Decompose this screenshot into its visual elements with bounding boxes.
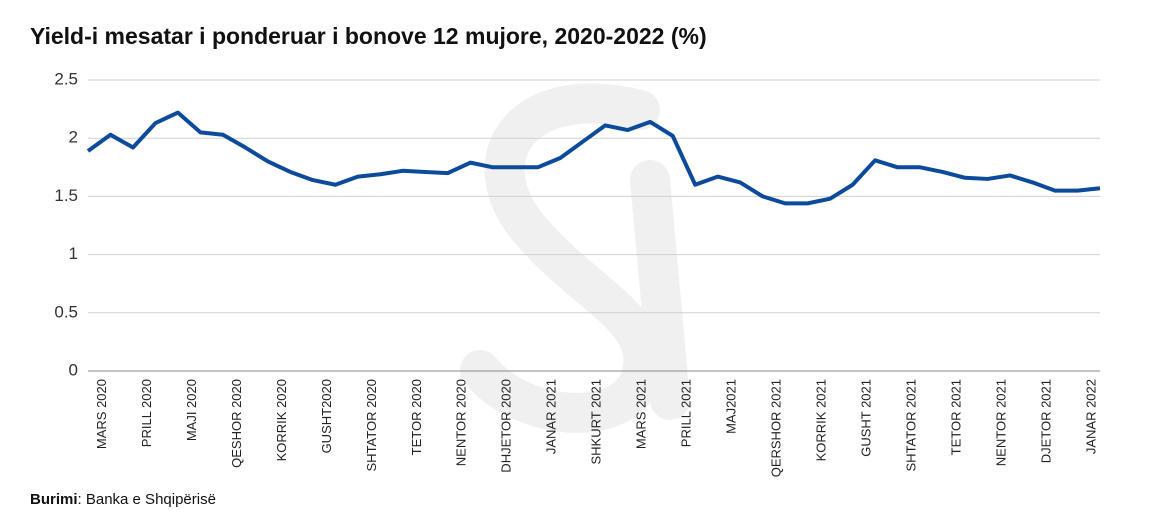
x-tick-label: DHJETOR 2020 bbox=[499, 379, 514, 473]
y-tick-label: 2.5 bbox=[54, 69, 78, 88]
x-tick-label: MARS 2021 bbox=[634, 379, 649, 449]
source: Burimi: Banka e Shqipërisë bbox=[30, 491, 216, 508]
x-tick-label: SHKURT 2021 bbox=[589, 379, 604, 465]
y-tick-label: 1 bbox=[69, 244, 78, 263]
x-tick-label: TETOR 2020 bbox=[409, 379, 424, 455]
chart-title: Yield-i mesatar i ponderuar i bonove 12 … bbox=[30, 23, 707, 49]
x-tick-label: NENTOR 2021 bbox=[993, 379, 1008, 466]
x-tick-label: GUSHT 2021 bbox=[859, 379, 874, 457]
x-tick-label: SHTATOR 2020 bbox=[364, 379, 379, 471]
x-tick-label: TETOR 2021 bbox=[949, 379, 964, 455]
y-tick-label: 1.5 bbox=[54, 186, 78, 205]
y-tick-label: 0.5 bbox=[54, 302, 78, 321]
y-tick-label: 0 bbox=[69, 360, 78, 379]
x-tick-label: MAJ2021 bbox=[724, 379, 739, 434]
source-text: : Banka e Shqipërisë bbox=[78, 491, 216, 508]
x-tick-label: MAJI 2020 bbox=[184, 379, 199, 441]
x-tick-label: QERSHOR 2021 bbox=[769, 379, 784, 477]
x-tick-label: DJETOR 2021 bbox=[1038, 379, 1053, 463]
source-label: Burimi bbox=[30, 491, 78, 508]
x-tick-label: GUSHT2020 bbox=[319, 379, 334, 453]
x-tick-label: QESHOR 2020 bbox=[229, 379, 244, 468]
x-tick-label: MARS 2020 bbox=[94, 379, 109, 449]
x-tick-label: JANAR 2021 bbox=[544, 379, 559, 454]
x-tick-label: PRILL 2021 bbox=[679, 379, 694, 447]
x-tick-label: KORRIK 2021 bbox=[814, 379, 829, 461]
x-tick-label: KORRIK 2020 bbox=[274, 379, 289, 461]
x-tick-label: SHTATOR 2021 bbox=[904, 379, 919, 471]
watermark bbox=[460, 83, 690, 433]
y-tick-label: 2 bbox=[69, 128, 78, 147]
x-tick-label: JANAR 2022 bbox=[1083, 379, 1098, 454]
x-tick-label: NENTOR 2020 bbox=[454, 379, 469, 466]
x-tick-label: PRILL 2020 bbox=[139, 379, 154, 447]
line bbox=[86, 110, 1101, 206]
